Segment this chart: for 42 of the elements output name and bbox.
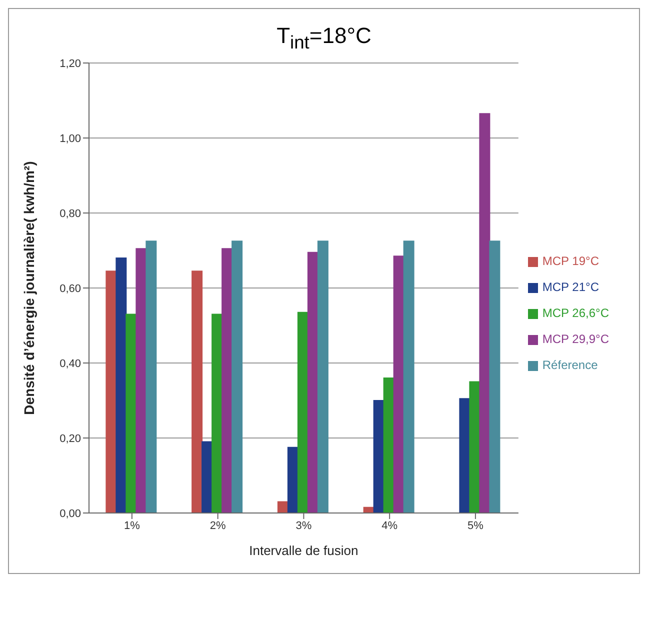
x-tick-label: 5% — [468, 520, 484, 532]
y-tick-label: 0,60 — [60, 283, 81, 296]
bar — [192, 271, 203, 514]
bar — [403, 241, 414, 514]
bar — [202, 442, 213, 514]
x-tick-label: 4% — [382, 520, 398, 532]
legend-label: MCP 21°C — [542, 280, 599, 294]
bar — [383, 378, 394, 514]
bar — [212, 314, 223, 514]
bar — [116, 258, 127, 514]
bar — [126, 314, 137, 514]
x-tick-label: 3% — [296, 520, 312, 532]
bar — [459, 398, 470, 514]
y-tick-label: 1,00 — [60, 133, 81, 146]
legend-label: MCP 26,6°C — [542, 306, 609, 320]
y-tick-label: 0,40 — [60, 358, 81, 370]
legend-label: Réference — [542, 358, 598, 372]
bar — [287, 447, 298, 514]
y-tick-label: 0,20 — [60, 433, 81, 446]
bar — [106, 271, 117, 514]
x-tick-label: 2% — [210, 520, 226, 532]
bar — [297, 312, 308, 514]
bar — [373, 400, 384, 514]
bar — [136, 248, 147, 514]
bar — [469, 382, 480, 514]
y-tick-label: 1,20 — [60, 58, 81, 70]
bar — [222, 248, 233, 514]
legend-label: MCP 29,9°C — [542, 332, 609, 346]
x-tick-label: 1% — [124, 520, 140, 532]
y-axis-title: Densité d’énergie journalière( kwh/m²) — [20, 162, 37, 416]
chart-title: T$_{int}$=18°C — [276, 23, 372, 54]
y-tick-label: 0,80 — [60, 208, 81, 220]
bar — [232, 241, 243, 514]
bar — [479, 114, 490, 514]
y-tick-label: 0,00 — [60, 508, 81, 520]
bar — [489, 241, 500, 514]
bar — [146, 241, 157, 514]
bar — [317, 241, 328, 514]
legend-label: MCP 19°C — [542, 254, 599, 268]
bar — [393, 256, 404, 514]
x-axis-title: Intervalle de fusion — [249, 543, 358, 558]
bar — [307, 252, 318, 514]
